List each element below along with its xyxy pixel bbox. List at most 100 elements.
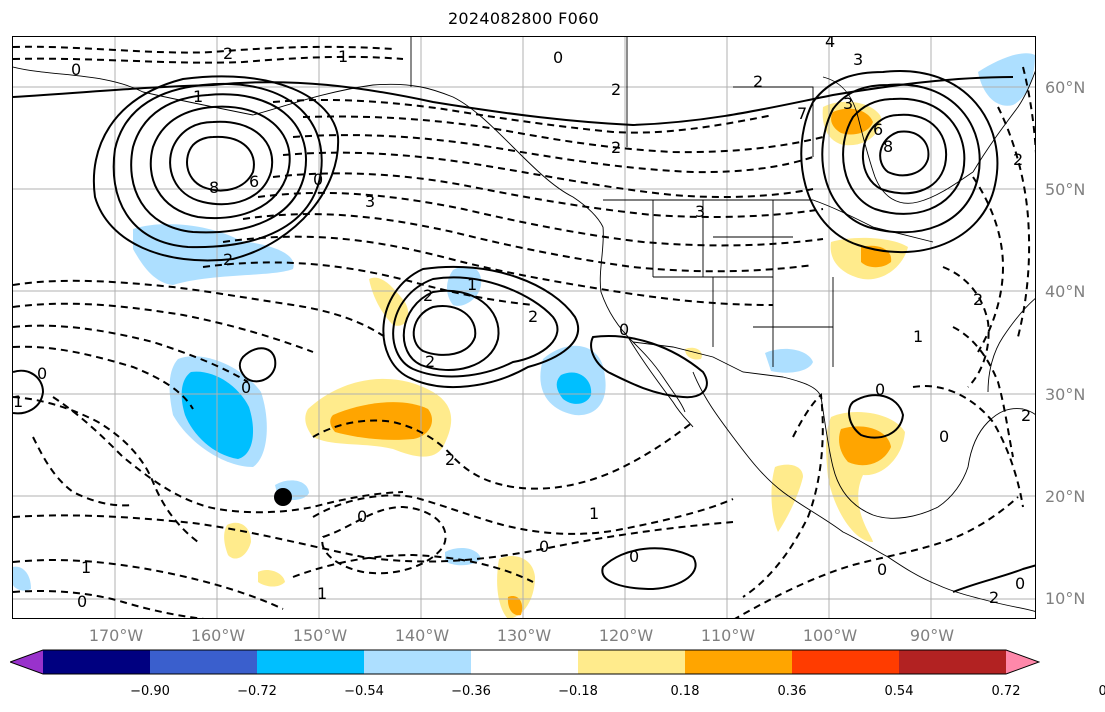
zero-socal <box>590 335 708 399</box>
orange-region-central <box>330 402 433 440</box>
colorbar-segment <box>792 650 900 674</box>
low-hudson-4 <box>821 83 981 234</box>
colorbar-tick-label: −0.36 <box>451 684 491 699</box>
colorbar-segment <box>471 650 579 674</box>
colorbar-tick-label: 0.72 <box>991 684 1021 699</box>
lon-label-130w: 130°W <box>496 626 552 645</box>
contour-label: 2 <box>611 138 621 157</box>
coast-hudson <box>822 76 974 204</box>
station-marker <box>274 488 292 506</box>
contour-label: 8 <box>883 137 893 156</box>
contour-label: 1 <box>338 47 348 66</box>
dash-mid-2 <box>292 134 814 174</box>
lon-label-160w: 160°W <box>190 626 246 645</box>
contour-label: 8 <box>209 178 219 197</box>
contour-label: 2 <box>753 72 763 91</box>
lat-label-60: 60°N <box>1045 78 1086 97</box>
lon-label-120w: 120°W <box>598 626 654 645</box>
contour-label: 1 <box>317 584 327 603</box>
blue-region-hudson <box>978 53 1035 106</box>
contour-label: 1 <box>193 87 203 106</box>
dash-tropic-3 <box>13 590 204 618</box>
dash-tropic-4 <box>292 553 534 583</box>
dash-east-1 <box>972 176 1005 353</box>
border-us-canada <box>603 199 934 243</box>
dash-east-2 <box>997 106 1031 338</box>
contour-label: 6 <box>249 172 259 191</box>
dash-tropic-1 <box>13 514 734 563</box>
lat-label-50: 50°N <box>1045 180 1086 199</box>
contour-label: 0 <box>539 537 549 556</box>
contour-label: 3 <box>695 202 705 221</box>
dash-north-1 <box>13 45 394 54</box>
dash-gulf-2 <box>952 326 1014 458</box>
colorbar-extend-high <box>1006 650 1039 674</box>
colorbar-segment <box>257 650 365 674</box>
contour-label: 0 <box>629 547 639 566</box>
contour-label: 3 <box>853 50 863 69</box>
contour-label: 2 <box>445 450 455 469</box>
colorbar-tick-label: −0.18 <box>558 684 598 699</box>
dash-trade-1 <box>13 396 199 543</box>
lon-label-140w: 140°W <box>394 626 450 645</box>
map-panel: 0 2 1 1 0 2 4 3 3 2 7 8 6 8 6 0 3 2 2 3 … <box>12 36 1036 619</box>
lon-label-150w: 150°W <box>292 626 348 645</box>
low-aleutian-5 <box>112 83 323 249</box>
dash-trade-4 <box>312 494 734 535</box>
low-aleutian-2 <box>169 120 274 206</box>
contour-label: 1 <box>13 392 23 411</box>
colorbar <box>10 649 1040 675</box>
yellow-region-mexico <box>771 464 803 532</box>
zero-south <box>601 547 697 591</box>
colorbar-tick-label: 0.36 <box>777 684 807 699</box>
coastlines <box>13 37 1035 612</box>
map-svg: 0 2 1 1 0 2 4 3 3 2 7 8 6 8 6 0 3 2 2 3 … <box>13 37 1035 618</box>
colorbar-extend-low <box>10 650 43 674</box>
contour-label: 0 <box>241 378 251 397</box>
low-hudson-2 <box>862 113 948 195</box>
low-aleutian-1 <box>186 135 255 192</box>
zero-gulf <box>848 394 905 439</box>
zero-west <box>13 369 45 415</box>
coast-east <box>987 298 1035 393</box>
orange-region-hudson <box>831 108 873 135</box>
contour-label: 6 <box>873 120 883 139</box>
contour-se <box>952 564 1035 593</box>
lat-label-10: 10°N <box>1045 589 1086 608</box>
contour-label: 2 <box>223 44 233 63</box>
contour-label: 2 <box>528 307 538 326</box>
colorbar-segment <box>364 650 472 674</box>
lat-label-40: 40°N <box>1045 282 1086 301</box>
yellow-region-small <box>258 570 285 587</box>
dash-mid-5 <box>257 191 824 247</box>
dash-southeast-3 <box>942 266 990 388</box>
contour-label: 0 <box>357 507 367 526</box>
map-title: 2024082800 F060 <box>447 9 600 28</box>
colorbar-segment <box>578 650 686 674</box>
low-hudson-1 <box>879 130 930 177</box>
contour-label: 0 <box>553 48 563 67</box>
blue-region-edge <box>13 566 31 591</box>
dash-se-1 <box>734 496 1019 618</box>
lon-label-100w: 100°W <box>802 626 858 645</box>
contour-label: 3 <box>365 192 375 211</box>
contour-label: 2 <box>1013 150 1023 169</box>
state-lines <box>652 200 834 367</box>
contour-label: 3 <box>843 94 853 113</box>
dash-trade-3 <box>312 419 694 490</box>
colorbar-tick-label: 0.90 <box>1098 684 1105 699</box>
dash-mid-8 <box>202 261 534 306</box>
colorbar-segment <box>150 650 258 674</box>
dash-sub-2 <box>13 302 314 353</box>
coast-labrador <box>972 70 1035 173</box>
zero-central <box>238 347 277 383</box>
dash-north-3 <box>272 98 774 134</box>
lon-label-170w: 170°W <box>88 626 144 645</box>
contour-label: 1 <box>467 275 477 294</box>
contour-label: 1 <box>913 327 923 346</box>
low-hudson-5 <box>800 69 999 254</box>
contour-label: 0 <box>71 60 81 79</box>
low-aleutian-3 <box>149 105 291 219</box>
colorbar-tick-label: −0.54 <box>344 684 384 699</box>
contour-label-layer: 0 2 1 1 0 2 4 3 3 2 7 8 6 8 6 0 3 2 2 3 … <box>13 37 1031 611</box>
